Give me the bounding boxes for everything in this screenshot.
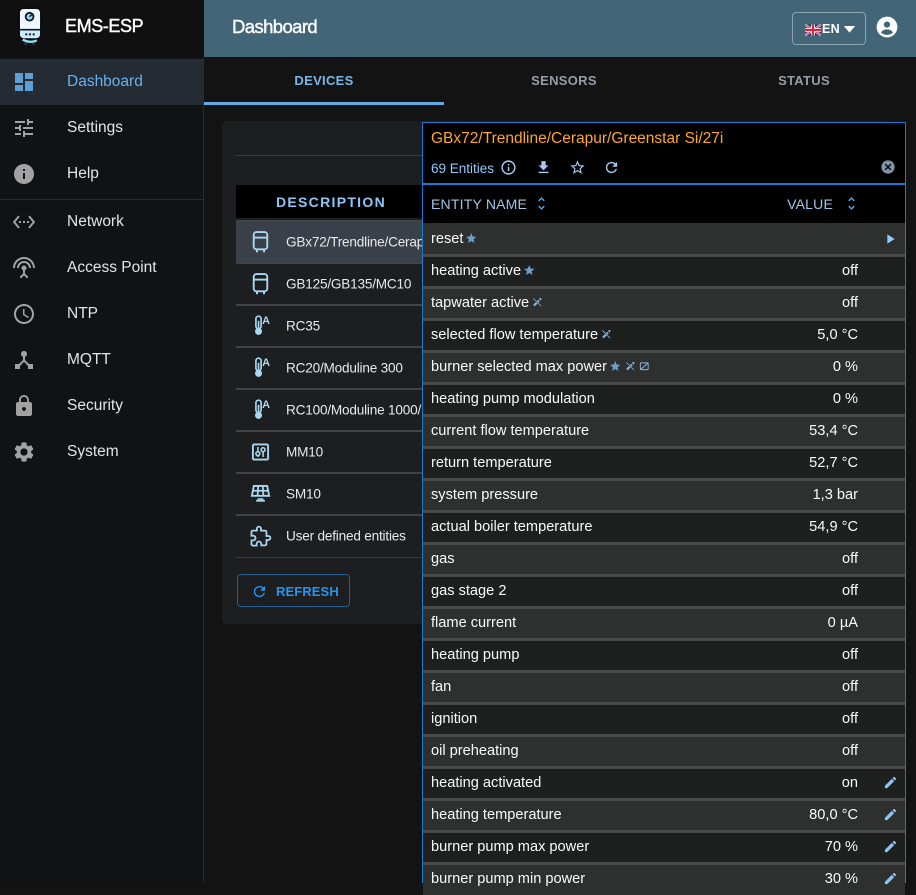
svg-text:A: A bbox=[262, 399, 270, 411]
svg-text:A: A bbox=[262, 315, 270, 327]
svg-text:A: A bbox=[262, 357, 270, 369]
